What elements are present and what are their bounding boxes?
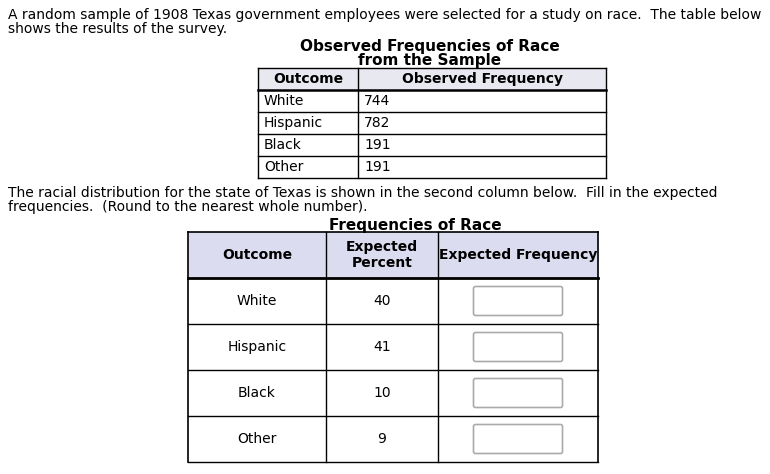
FancyBboxPatch shape	[474, 379, 563, 408]
Text: frequencies.  (Round to the nearest whole number).: frequencies. (Round to the nearest whole…	[8, 200, 367, 214]
Bar	[188, 232, 598, 278]
Text: Expected Frequency: Expected Frequency	[439, 248, 598, 262]
Text: 191: 191	[364, 160, 390, 174]
FancyBboxPatch shape	[474, 286, 563, 316]
Text: Observed Frequencies of Race: Observed Frequencies of Race	[300, 39, 560, 54]
Text: 10: 10	[373, 386, 391, 400]
Text: shows the results of the survey.: shows the results of the survey.	[8, 22, 227, 36]
Text: 9: 9	[377, 432, 387, 446]
Text: A random sample of 1908 Texas government employees were selected for a study on : A random sample of 1908 Texas government…	[8, 8, 762, 22]
FancyBboxPatch shape	[474, 425, 563, 454]
Text: Hispanic: Hispanic	[227, 340, 286, 354]
Text: Expected
Percent: Expected Percent	[346, 240, 418, 270]
Text: 40: 40	[373, 294, 390, 308]
Text: Black: Black	[238, 386, 276, 400]
Text: Other: Other	[237, 432, 276, 446]
Text: 41: 41	[373, 340, 391, 354]
Text: 191: 191	[364, 138, 390, 152]
Bar	[258, 68, 606, 90]
Text: White: White	[237, 294, 277, 308]
Text: Hispanic: Hispanic	[264, 116, 323, 130]
Text: White: White	[264, 94, 304, 108]
Text: 744: 744	[364, 94, 390, 108]
Text: The racial distribution for the state of Texas is shown in the second column bel: The racial distribution for the state of…	[8, 186, 718, 200]
Text: from the Sample: from the Sample	[359, 53, 501, 68]
Text: Frequencies of Race: Frequencies of Race	[329, 218, 501, 233]
Text: Observed Frequency: Observed Frequency	[401, 72, 563, 86]
Text: Outcome: Outcome	[273, 72, 343, 86]
Text: Outcome: Outcome	[222, 248, 292, 262]
FancyBboxPatch shape	[474, 332, 563, 362]
Text: Black: Black	[264, 138, 302, 152]
Text: Other: Other	[264, 160, 303, 174]
Text: 782: 782	[364, 116, 390, 130]
